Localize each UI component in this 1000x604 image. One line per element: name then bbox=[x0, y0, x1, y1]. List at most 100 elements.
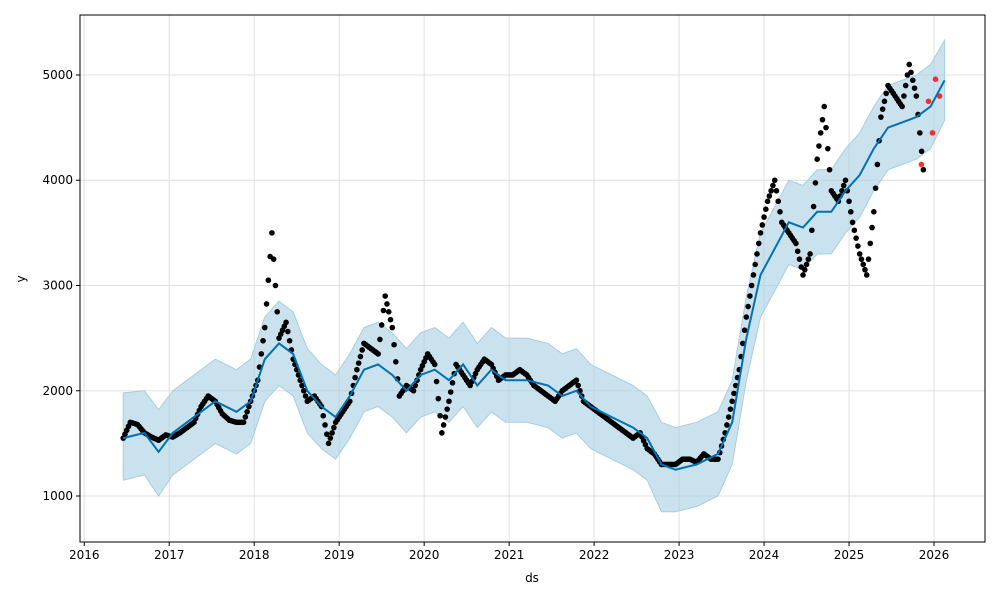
observed-point bbox=[881, 98, 888, 105]
observed-point bbox=[902, 82, 909, 89]
grid bbox=[80, 15, 985, 542]
observed-point bbox=[323, 431, 330, 437]
observed-point bbox=[573, 377, 580, 384]
observed-point bbox=[269, 230, 275, 236]
observed-point bbox=[377, 336, 383, 343]
interval-area bbox=[122, 38, 946, 513]
observed-point bbox=[442, 414, 449, 420]
observed-point bbox=[262, 324, 268, 331]
observed-point bbox=[410, 387, 417, 394]
observed-point bbox=[260, 337, 266, 344]
observed-point bbox=[724, 422, 730, 428]
observed-point bbox=[754, 251, 760, 257]
observed-point bbox=[839, 187, 845, 194]
x-tick-label: 2026 bbox=[919, 548, 950, 562]
observed-point bbox=[761, 214, 767, 220]
observed-point bbox=[740, 340, 746, 347]
observed-point bbox=[849, 219, 856, 226]
observed-point bbox=[917, 130, 923, 136]
observed-point bbox=[258, 351, 265, 357]
x-tick-label: 2023 bbox=[664, 548, 695, 562]
observed-point bbox=[263, 301, 270, 307]
observed-point bbox=[435, 395, 442, 402]
observed-point bbox=[901, 93, 907, 99]
observed-point bbox=[817, 130, 824, 136]
observed-point bbox=[853, 235, 859, 241]
observed-point bbox=[883, 90, 890, 97]
plot-frame bbox=[79, 14, 986, 543]
observed-point bbox=[878, 114, 884, 120]
yhat-line bbox=[122, 79, 946, 471]
observed-point bbox=[766, 193, 773, 199]
observed-point bbox=[911, 85, 918, 91]
observed-point bbox=[918, 148, 925, 155]
observed-point bbox=[775, 198, 782, 205]
observed-point bbox=[384, 301, 390, 307]
observed-point bbox=[863, 272, 870, 278]
observed-point bbox=[794, 248, 801, 255]
recent-point bbox=[932, 76, 939, 83]
observed-point bbox=[865, 256, 872, 262]
observed-point bbox=[727, 406, 734, 412]
y-tick-label: 2000 bbox=[42, 384, 73, 398]
recent-point bbox=[925, 98, 932, 105]
y-axis-ticks: 1000 2000 3000 4000 5000 bbox=[42, 68, 80, 503]
observed-point bbox=[444, 406, 450, 412]
observed-point bbox=[449, 380, 456, 386]
x-tick-label: 2017 bbox=[154, 548, 185, 562]
observed-point bbox=[244, 409, 250, 415]
observed-point bbox=[856, 251, 863, 257]
x-tick-label: 2021 bbox=[494, 548, 525, 562]
observed-point bbox=[270, 256, 277, 262]
observed-point bbox=[320, 412, 327, 419]
observed-point bbox=[920, 166, 927, 173]
observed-point bbox=[810, 203, 817, 210]
observed-point bbox=[731, 390, 737, 397]
observed-point bbox=[862, 266, 868, 273]
observed-point bbox=[439, 430, 445, 436]
observed-point bbox=[858, 256, 865, 262]
observed-point bbox=[354, 366, 360, 373]
recent-point bbox=[936, 93, 943, 99]
observed-point bbox=[874, 161, 881, 168]
observed-point bbox=[747, 293, 753, 299]
observed-point bbox=[446, 398, 452, 405]
observed-point bbox=[725, 414, 732, 420]
observed-point bbox=[879, 106, 886, 113]
observed-point bbox=[906, 61, 913, 68]
observed-point bbox=[286, 337, 293, 344]
observed-point bbox=[331, 424, 337, 431]
observed-point bbox=[393, 359, 399, 365]
observed-point bbox=[814, 156, 820, 162]
observed-point bbox=[357, 353, 364, 360]
observed-point bbox=[431, 361, 438, 368]
observed-point bbox=[283, 319, 289, 326]
observed-point bbox=[352, 374, 358, 381]
observed-point bbox=[274, 309, 281, 315]
observed-point bbox=[447, 389, 454, 395]
forecast-line bbox=[122, 79, 946, 471]
observed-point bbox=[272, 282, 279, 289]
observed-point bbox=[908, 69, 914, 76]
observed-point bbox=[325, 440, 332, 447]
observed-point bbox=[378, 322, 385, 328]
observed-point bbox=[807, 251, 813, 257]
observed-point bbox=[848, 209, 854, 215]
x-tick-label: 2019 bbox=[324, 548, 355, 562]
observed-point bbox=[440, 422, 447, 428]
observed-point bbox=[748, 282, 755, 289]
x-tick-label: 2018 bbox=[239, 548, 270, 562]
observed-point bbox=[329, 430, 335, 436]
observed-point bbox=[793, 240, 799, 247]
y-axis-label: y bbox=[14, 275, 28, 282]
x-tick-label: 2025 bbox=[834, 548, 865, 562]
recent-point bbox=[929, 130, 936, 136]
observed-point bbox=[800, 272, 806, 278]
observed-point bbox=[355, 360, 362, 366]
x-axis-ticks: 2016 2017 2018 2019 2020 2021 2022 2023 2024 2025… bbox=[69, 542, 949, 562]
observed-point bbox=[437, 412, 443, 419]
observed-point bbox=[265, 277, 272, 284]
observed-point bbox=[391, 341, 397, 348]
observed-point bbox=[846, 198, 852, 205]
